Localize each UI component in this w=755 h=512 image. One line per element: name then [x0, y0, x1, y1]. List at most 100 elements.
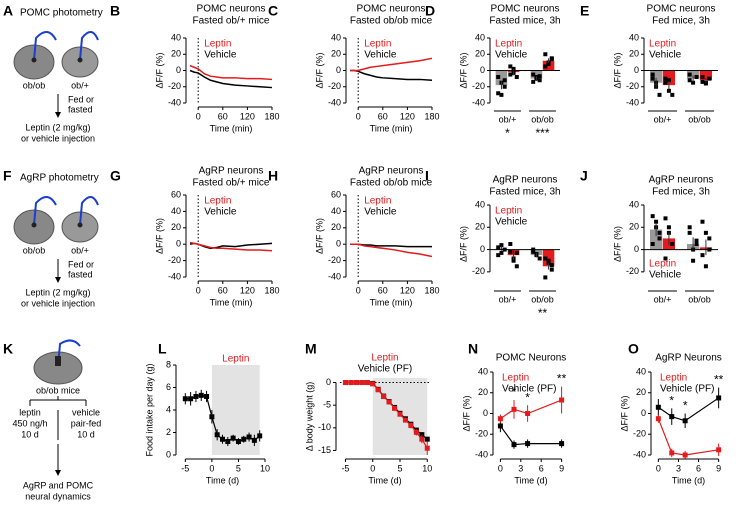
legend-entry: Vehicle [204, 207, 237, 218]
legend-entry: Vehicle [364, 50, 397, 61]
marker [497, 416, 503, 422]
legend-entry: Vehicle [649, 50, 682, 61]
x-tick-label: 10 [260, 463, 270, 473]
y-tick-label: -40 [633, 449, 646, 459]
point [549, 57, 554, 62]
chart-subtitle: Fasted ob/ob mice [350, 16, 433, 27]
point [650, 76, 655, 81]
point [663, 80, 668, 85]
marker [381, 394, 387, 400]
bar [686, 70, 700, 79]
x-tick-label: 120 [240, 285, 255, 295]
marker [198, 392, 204, 398]
chart-title: POMC neurons [197, 4, 266, 15]
arrow-head [55, 470, 61, 476]
legend-entry: Vehicle (PF) [358, 364, 412, 375]
schematic-title: AgRP photometry [20, 173, 99, 184]
y-axis-label: ΔF/F (%) [612, 226, 622, 262]
x-tick-label: 3 [518, 463, 523, 473]
marker [559, 397, 565, 403]
panel-letter: A [3, 3, 13, 19]
marker [348, 380, 354, 386]
point [496, 253, 501, 258]
y-tick-label: 40 [171, 206, 181, 216]
panel-letter: F [3, 168, 12, 184]
marker [716, 395, 722, 401]
legend-entry: Leptin [495, 206, 522, 217]
schematic-a: A POMC photometry ob/ob ob/+ Fed or fast… [3, 3, 103, 144]
bar [699, 70, 713, 81]
significance: ** [714, 373, 724, 387]
legend-entry: Vehicle [495, 217, 528, 228]
legend-entry: Vehicle [495, 50, 528, 61]
x-tick-label: 60 [378, 111, 388, 121]
chart-title: POMC Neurons [496, 353, 567, 364]
x-tick-label: ob/+ [499, 114, 517, 124]
x-tick-label: 60 [378, 285, 388, 295]
x-tick-label: 9 [716, 463, 721, 473]
x-tick-label: ob/ob [688, 294, 711, 304]
point [694, 238, 699, 243]
marker [669, 414, 675, 420]
legend-entry: Vehicle (PF) [502, 384, 556, 395]
y-tick-label: 0 [483, 408, 488, 418]
mouse-label: ob/+ [71, 245, 89, 255]
y-tick-label: 0 [326, 377, 331, 387]
x-tick-label: 9 [559, 463, 564, 473]
marker [209, 414, 215, 420]
condition: fasted [68, 269, 93, 279]
arrow-head [55, 112, 61, 118]
panel-letter: D [425, 3, 435, 19]
x-tick-label: 0 [196, 285, 201, 295]
treatment: or vehicle injection [21, 298, 95, 308]
implant [55, 356, 61, 366]
marker [359, 380, 365, 386]
y-axis-label: ΔF/F (%) [461, 395, 471, 431]
y-tick-label: -20 [633, 429, 646, 439]
chart-subtitle: Fasted ob/+ mice [193, 178, 270, 189]
panel-letter: I [425, 168, 429, 184]
panel-letter: M [305, 341, 317, 357]
y-tick-label: 8 [166, 359, 171, 369]
schematic-f: F AgRP photometry ob/ob ob/+ Fed or fast… [3, 168, 99, 308]
series-line [189, 241, 273, 252]
x-tick-label: 120 [240, 111, 255, 121]
point [502, 78, 507, 83]
x-tick-label: 0 [370, 463, 375, 473]
legend-entry: Leptin [204, 39, 231, 50]
point [531, 79, 536, 84]
point [694, 242, 699, 246]
schematic-title: POMC photometry [20, 8, 103, 19]
point [496, 245, 501, 250]
marker [246, 434, 252, 440]
y-tick-label: -40 [168, 271, 181, 281]
marker [392, 405, 398, 411]
panel-letter: H [268, 168, 278, 184]
x-tick-label: 6 [696, 463, 701, 473]
x-tick-label: 120 [400, 111, 415, 121]
y-tick-label: -40 [472, 97, 485, 107]
marker [419, 436, 425, 442]
condition: fasted [68, 104, 93, 114]
y-tick-label: -20 [472, 81, 485, 91]
point [543, 256, 548, 261]
y-tick-label: -10 [318, 422, 331, 432]
x-tick-label: 0 [196, 111, 201, 121]
x-tick-label: 5 [397, 463, 402, 473]
chart-subtitle: Fasted ob/ob mice [350, 178, 433, 189]
x-tick-label: -5 [341, 463, 349, 473]
marker [655, 416, 661, 422]
marker [716, 447, 722, 453]
x-axis-label: Time (min) [210, 297, 253, 307]
point [700, 79, 705, 84]
y-axis-label: ΔF/F (%) [458, 52, 468, 88]
point [502, 84, 507, 89]
significance: * [512, 385, 517, 399]
y-tick-label: -20 [626, 266, 639, 276]
panel-letter: L [158, 341, 167, 357]
y-tick-label: -15 [318, 445, 331, 455]
point [511, 258, 516, 263]
point [514, 75, 519, 79]
point [537, 74, 542, 79]
